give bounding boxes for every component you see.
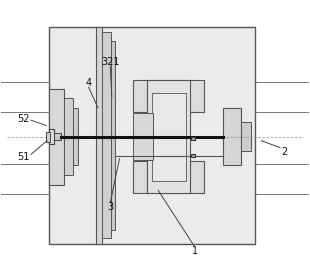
Text: 51: 51 <box>18 152 30 162</box>
Bar <box>147 80 190 193</box>
Bar <box>64 98 73 175</box>
Bar <box>133 80 204 112</box>
Bar <box>102 32 111 238</box>
Bar <box>133 161 204 193</box>
Text: 2: 2 <box>281 147 288 157</box>
Bar <box>49 27 255 244</box>
Bar <box>111 41 115 230</box>
Bar <box>73 108 78 165</box>
Bar <box>223 108 241 165</box>
Bar <box>50 129 54 144</box>
Bar <box>191 154 195 158</box>
Bar <box>191 137 195 140</box>
Text: 321: 321 <box>101 57 119 67</box>
Bar <box>133 113 153 160</box>
Bar <box>241 122 251 151</box>
Bar <box>46 132 50 142</box>
Text: 3: 3 <box>107 202 113 212</box>
Text: 52: 52 <box>18 114 30 124</box>
Bar <box>54 133 60 140</box>
Text: 1: 1 <box>192 246 198 256</box>
Bar <box>96 27 102 244</box>
Bar <box>49 89 64 185</box>
Text: 4: 4 <box>86 78 92 88</box>
Bar <box>152 93 186 181</box>
